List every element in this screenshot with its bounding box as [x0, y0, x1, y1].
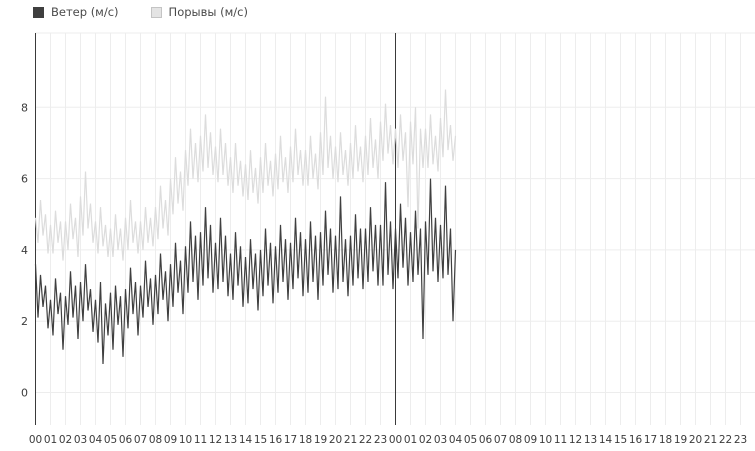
x-tick-label: 07	[134, 434, 147, 446]
x-tick-label: 08	[509, 434, 522, 446]
x-tick-label: 03	[74, 434, 87, 446]
x-tick-label: 23	[734, 434, 747, 446]
x-tick-label: 06	[479, 434, 493, 446]
x-tick-label: 12	[569, 434, 582, 446]
x-tick-label: 20	[329, 434, 342, 446]
x-tick-label: 19	[314, 434, 327, 446]
x-tick-label: 21	[344, 434, 357, 446]
x-tick-label: 11	[194, 434, 207, 446]
y-tick-label: 6	[21, 173, 28, 186]
x-tick-label: 22	[719, 434, 732, 446]
x-tick-label: 13	[224, 434, 237, 446]
x-tick-label: 15	[254, 434, 267, 446]
x-tick-label: 05	[464, 434, 477, 446]
x-tick-label: 05	[104, 434, 117, 446]
x-tick-label: 04	[89, 434, 103, 446]
x-tick-label: 00	[29, 434, 42, 446]
x-tick-label: 16	[629, 434, 643, 446]
x-tick-label: 03	[434, 434, 447, 446]
legend-item-gusts[interactable]: Порывы (м/с)	[150, 5, 248, 19]
x-tick-label: 12	[209, 434, 222, 446]
x-tick-label: 15	[614, 434, 627, 446]
x-tick-label: 10	[539, 434, 552, 446]
x-tick-label: 10	[179, 434, 192, 446]
wind-series-line	[34, 178, 457, 365]
y-tick-label: 0	[21, 387, 28, 400]
wind-series-swatch-icon	[33, 6, 44, 18]
x-tick-label: 17	[284, 434, 297, 446]
x-tick-label: 16	[269, 434, 283, 446]
chart-legend: Ветер (м/с) Порывы (м/с)	[33, 5, 248, 19]
x-tick-label: 00	[389, 434, 402, 446]
y-tick-label: 4	[21, 244, 28, 257]
x-tick-label: 18	[299, 434, 312, 446]
y-tick-label: 2	[21, 315, 28, 328]
x-tick-label: 02	[419, 434, 432, 446]
legend-label-wind: Ветер (м/с)	[51, 5, 119, 19]
x-tick-label: 04	[449, 434, 463, 446]
x-tick-label: 17	[644, 434, 657, 446]
x-tick-label: 09	[524, 434, 537, 446]
x-tick-label: 11	[554, 434, 567, 446]
x-tick-label: 18	[659, 434, 672, 446]
x-tick-label: 22	[359, 434, 372, 446]
x-tick-label: 21	[704, 434, 717, 446]
x-tick-label: 19	[674, 434, 687, 446]
x-tick-label: 02	[59, 434, 72, 446]
x-tick-label: 07	[494, 434, 507, 446]
x-tick-label: 13	[584, 434, 597, 446]
x-tick-label: 09	[164, 434, 177, 446]
x-tick-label: 14	[599, 434, 613, 446]
x-tick-label: 20	[689, 434, 702, 446]
gusts-series-swatch-icon	[150, 6, 162, 18]
x-tick-label: 01	[44, 434, 57, 446]
x-tick-label: 06	[119, 434, 133, 446]
legend-item-wind[interactable]: Ветер (м/с)	[33, 5, 119, 19]
x-tick-label: 14	[239, 434, 253, 446]
x-tick-label: 23	[374, 434, 387, 446]
y-tick-label: 8	[21, 101, 28, 114]
x-tick-label: 08	[149, 434, 162, 446]
x-tick-label: 01	[404, 434, 417, 446]
legend-label-gusts: Порывы (м/с)	[168, 5, 248, 19]
gusts-series-line	[34, 89, 457, 261]
